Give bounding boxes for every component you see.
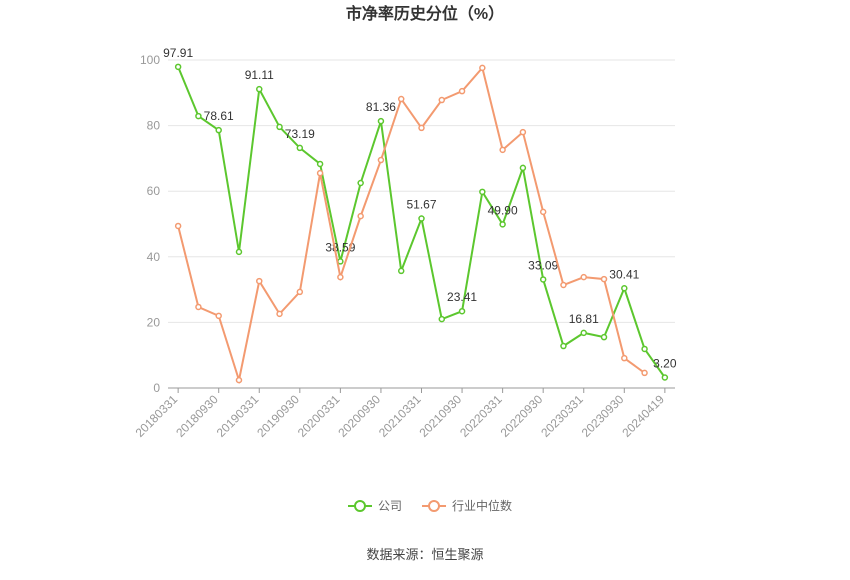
- data-label: 78.61: [204, 109, 234, 123]
- data-point: [600, 333, 608, 341]
- data-point: [235, 248, 243, 256]
- data-point: [539, 276, 547, 283]
- x-tick-label: 20220930: [498, 392, 546, 440]
- data-point: [621, 354, 628, 362]
- data-label: 97.91: [163, 46, 193, 60]
- data-label: 3.20: [653, 357, 677, 371]
- data-point: [337, 273, 344, 281]
- x-tick-label: 20240419: [619, 392, 667, 440]
- x-tick-label: 20180331: [133, 392, 181, 440]
- legend-label: 行业中位数: [452, 498, 512, 513]
- data-label: 16.81: [569, 312, 599, 326]
- y-tick-label: 80: [147, 119, 161, 133]
- data-point: [479, 188, 486, 196]
- data-point: [661, 374, 669, 381]
- x-tick-label: 20180930: [173, 392, 221, 440]
- data-point: [458, 307, 466, 315]
- data-label: 49.90: [488, 203, 518, 217]
- x-tick-label: 20220331: [457, 392, 505, 440]
- data-point: [195, 112, 202, 120]
- data-point: [316, 169, 324, 177]
- data-point: [215, 312, 222, 320]
- data-point: [621, 285, 628, 292]
- data-point: [377, 117, 385, 125]
- data-label: 81.36: [366, 100, 396, 114]
- data-point: [296, 144, 304, 152]
- data-point: [580, 273, 587, 281]
- y-tick-label: 40: [147, 250, 161, 264]
- data-point: [519, 164, 527, 172]
- y-tick-label: 60: [147, 184, 161, 198]
- y-tick-label: 0: [153, 381, 160, 395]
- data-point: [479, 64, 486, 72]
- x-tick-label: 20200331: [295, 392, 343, 440]
- x-tick-label: 20190331: [214, 392, 262, 440]
- series-line: [177, 65, 646, 385]
- data-point: [560, 342, 567, 350]
- x-tick-label: 20210331: [376, 392, 424, 440]
- data-point: [276, 123, 283, 131]
- data-label: 51.67: [406, 198, 436, 212]
- data-point: [316, 160, 324, 168]
- data-point: [235, 376, 243, 384]
- data-label: 91.11: [245, 68, 274, 82]
- source: 数据来源：恒生聚源: [366, 547, 483, 562]
- series-line: [177, 66, 666, 379]
- data-point: [438, 96, 446, 104]
- y-tick-label: 20: [147, 315, 161, 329]
- data-point: [195, 303, 202, 311]
- legend-label: 公司: [378, 499, 402, 513]
- x-tick-label: 20200930: [335, 392, 383, 440]
- data-point: [539, 208, 547, 216]
- data-point: [357, 212, 364, 220]
- data-label: 30.41: [609, 267, 639, 281]
- data-point: [641, 345, 648, 353]
- data-point: [397, 95, 405, 103]
- data-point: [276, 310, 283, 318]
- x-tick-label: 20190930: [254, 392, 302, 440]
- data-label: 73.19: [285, 127, 315, 141]
- data-label: 23.41: [447, 290, 477, 304]
- data-point: [418, 124, 425, 132]
- x-tick-label: 20210930: [417, 392, 465, 440]
- chart-title: 市净率历史分位（%）: [346, 4, 504, 23]
- y-tick-label: 100: [140, 53, 160, 67]
- data-point: [397, 267, 405, 275]
- legend-marker: [354, 500, 366, 512]
- data-point: [560, 281, 567, 289]
- data-point: [499, 221, 506, 228]
- data-point: [174, 222, 182, 230]
- data-point: [357, 179, 364, 187]
- data-point: [600, 275, 608, 283]
- data-point: [499, 146, 506, 154]
- data-point: [296, 288, 304, 296]
- data-label: 33.09: [528, 258, 558, 272]
- data-point: [418, 215, 425, 222]
- data-point: [438, 315, 446, 323]
- data-point: [256, 277, 263, 285]
- data-point: [377, 156, 385, 164]
- data-point: [215, 126, 222, 134]
- data-point: [519, 128, 527, 136]
- data-point: [641, 369, 648, 377]
- data-point: [256, 85, 263, 93]
- x-tick-label: 20230331: [538, 392, 586, 440]
- data-point: [458, 87, 466, 95]
- x-tick-label: 20230930: [579, 392, 627, 440]
- data-point: [580, 329, 587, 337]
- data-point: [174, 63, 182, 71]
- legend-marker: [428, 500, 441, 512]
